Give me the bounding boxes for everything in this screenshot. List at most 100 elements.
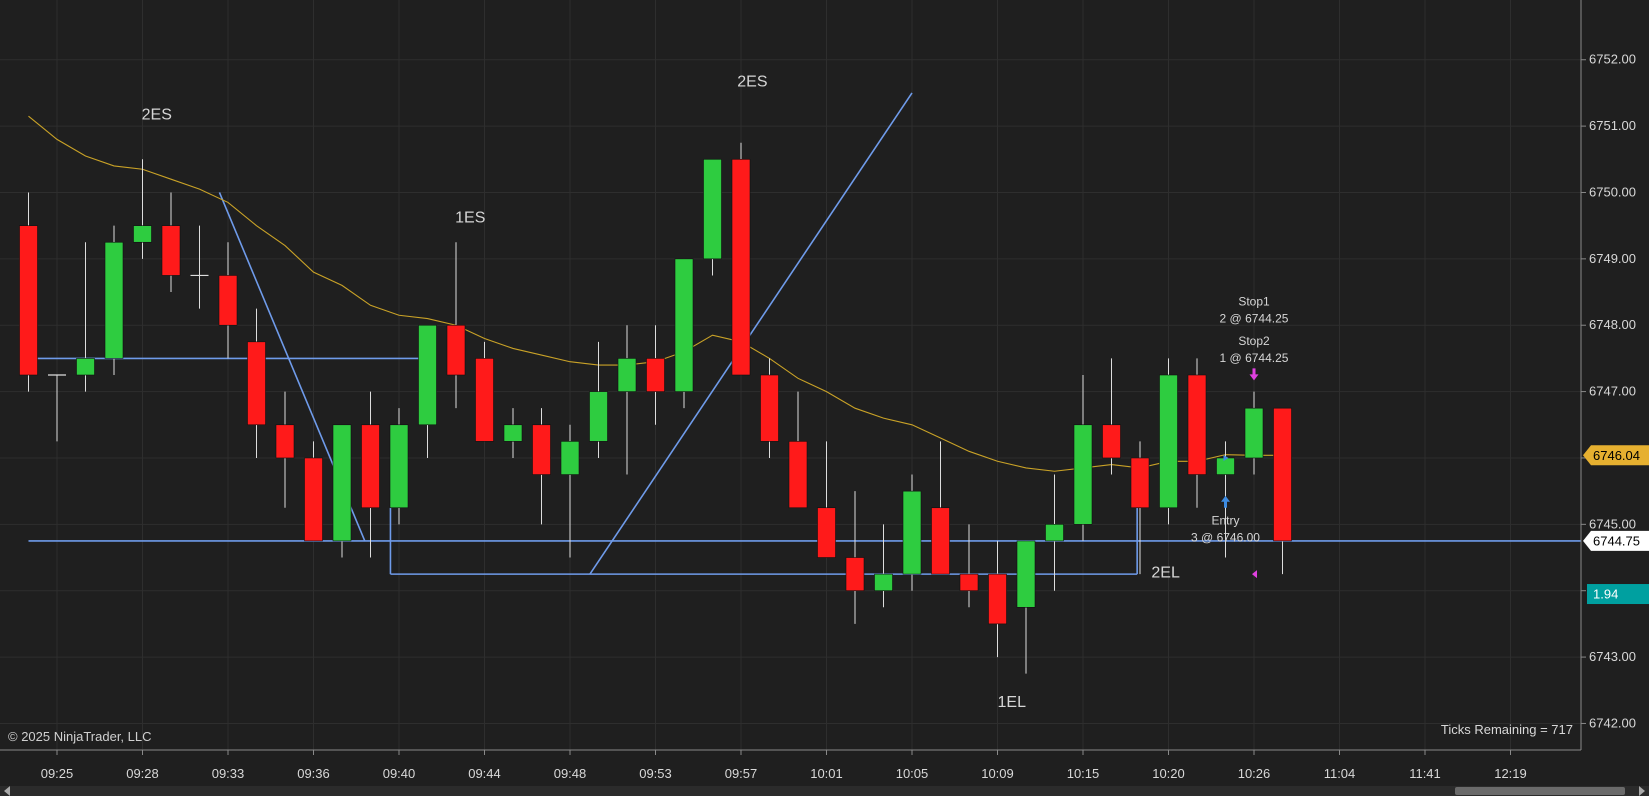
candle-down[interactable] — [760, 374, 779, 442]
candle-up[interactable] — [674, 258, 694, 392]
trend-line[interactable] — [589, 92, 913, 575]
candle-up[interactable] — [902, 490, 922, 575]
order-title[interactable]: Entry — [1211, 513, 1239, 527]
scroll-thumb[interactable] — [1455, 787, 1625, 795]
signal-label: 2EL — [1151, 564, 1180, 581]
candle-up[interactable] — [503, 424, 523, 442]
candle-up[interactable] — [1073, 424, 1093, 525]
candle-up[interactable] — [418, 324, 437, 426]
candle-down[interactable] — [788, 441, 808, 509]
y-tick-label: 6745.00 — [1589, 516, 1636, 531]
order-labels[interactable]: Stop1 2 @ 6744.25 Stop2 1 @ 6744.25 Entry 3 @… — [1191, 294, 1289, 579]
candle-up[interactable] — [560, 441, 580, 475]
y-tick-label: 6743.00 — [1589, 649, 1636, 664]
candle-down[interactable] — [1187, 374, 1207, 475]
candle-up[interactable] — [332, 424, 352, 542]
candle-up[interactable] — [104, 241, 124, 359]
candle-down[interactable] — [817, 507, 836, 558]
y-tick-label: 6751.00 — [1589, 118, 1636, 133]
x-tick-label: 10:05 — [896, 766, 929, 781]
candle-up[interactable] — [1159, 374, 1178, 509]
x-tick-label: 11:41 — [1409, 766, 1441, 781]
candle-down[interactable] — [1273, 407, 1292, 542]
price-label-bg — [1583, 530, 1649, 551]
candle-up[interactable] — [1016, 540, 1036, 608]
x-tick-label: 09:25 — [41, 766, 74, 781]
candle-down[interactable] — [446, 324, 466, 376]
y-tick-label: 6742.00 — [1589, 715, 1636, 730]
signal-label: 1EL — [998, 694, 1027, 711]
candle-up[interactable] — [874, 573, 893, 592]
ema-price-label: 6746.04 — [1593, 448, 1640, 463]
y-tick-label: 6752.00 — [1589, 52, 1636, 67]
candle-down[interactable] — [731, 158, 751, 376]
candle-down[interactable] — [19, 225, 38, 376]
order-detail[interactable]: 2 @ 6744.25 — [1220, 311, 1289, 325]
entry-fill-icon — [1223, 454, 1229, 461]
x-tick-label: 10:15 — [1067, 766, 1100, 781]
x-tick-label: 11:04 — [1324, 766, 1356, 781]
candle-down[interactable] — [988, 573, 1007, 625]
candle-down[interactable] — [959, 573, 979, 592]
candle-up[interactable] — [617, 358, 637, 392]
candle-down[interactable] — [304, 457, 323, 542]
price-labels: 6746.04 6744.75 1.94 — [1583, 445, 1649, 605]
indicator-value-label-bg — [1587, 584, 1649, 605]
y-tick-label: 6750.00 — [1589, 184, 1636, 199]
indicator-value-label: 1.94 — [1593, 587, 1618, 602]
signal-label: 2ES — [737, 73, 767, 90]
order-title[interactable]: Stop1 — [1238, 294, 1270, 308]
candle-down[interactable] — [931, 507, 950, 575]
candle-down[interactable] — [1102, 424, 1121, 459]
ticks-remaining: Ticks Remaining = 717 — [1440, 722, 1573, 737]
x-tick-label: 10:20 — [1152, 766, 1185, 781]
axes: 6742.006743.006744.006745.006746.006747.… — [0, 0, 1636, 781]
copyright-text: © 2025 NinjaTrader, LLC — [8, 729, 152, 744]
stop-arrow-icon — [1249, 368, 1259, 381]
x-tick-label: 09:33 — [212, 766, 245, 781]
candle-down[interactable] — [275, 424, 295, 459]
candle-up[interactable] — [703, 158, 722, 260]
candle-down[interactable] — [247, 341, 266, 426]
x-tick-label: 09:44 — [468, 766, 501, 781]
candle-down[interactable] — [532, 424, 551, 475]
order-title[interactable]: Stop2 — [1238, 334, 1270, 348]
candle-down[interactable] — [161, 225, 181, 276]
candle-down[interactable] — [218, 275, 238, 326]
ema-price-label-bg — [1583, 445, 1649, 466]
candle-down[interactable] — [845, 557, 865, 592]
candle-up[interactable] — [1216, 457, 1235, 475]
candle-up[interactable] — [589, 391, 608, 442]
horizontal-scrollbar[interactable] — [0, 786, 1649, 796]
candle-up[interactable] — [1244, 407, 1264, 459]
price-label: 6744.75 — [1593, 533, 1640, 548]
x-tick-label: 10:01 — [810, 766, 843, 781]
x-tick-label: 10:09 — [981, 766, 1014, 781]
candle-down[interactable] — [361, 424, 380, 509]
signal-label: 1ES — [455, 209, 485, 226]
grid — [0, 0, 1581, 750]
y-tick-label: 6747.00 — [1589, 384, 1636, 399]
scroll-right-icon[interactable] — [1639, 786, 1645, 796]
candle-down[interactable] — [475, 358, 494, 442]
order-detail[interactable]: 1 @ 6744.25 — [1220, 351, 1289, 365]
x-tick-label: 12:19 — [1494, 766, 1527, 781]
y-tick-label: 6748.00 — [1589, 317, 1636, 332]
entry-arrow-icon — [1221, 495, 1230, 508]
order-detail[interactable]: 3 @ 6746.00 — [1191, 530, 1260, 544]
fill-marker-icon — [1252, 570, 1257, 579]
y-tick-label: 6749.00 — [1589, 251, 1636, 266]
candle-down[interactable] — [1130, 457, 1150, 509]
x-tick-label: 09:53 — [639, 766, 672, 781]
candle-down[interactable] — [646, 358, 665, 392]
candle-up[interactable] — [133, 225, 152, 243]
signal-labels: 2ES 1ES 2ES 2EL 1EL — [142, 73, 1180, 711]
x-tick-label: 09:40 — [383, 766, 416, 781]
candle-up[interactable] — [76, 358, 95, 376]
scroll-left-icon[interactable] — [4, 786, 10, 796]
candle-up[interactable] — [1045, 524, 1064, 542]
candle-up[interactable] — [389, 424, 409, 509]
x-tick-label: 09:48 — [554, 766, 587, 781]
candles[interactable] — [19, 142, 1292, 674]
